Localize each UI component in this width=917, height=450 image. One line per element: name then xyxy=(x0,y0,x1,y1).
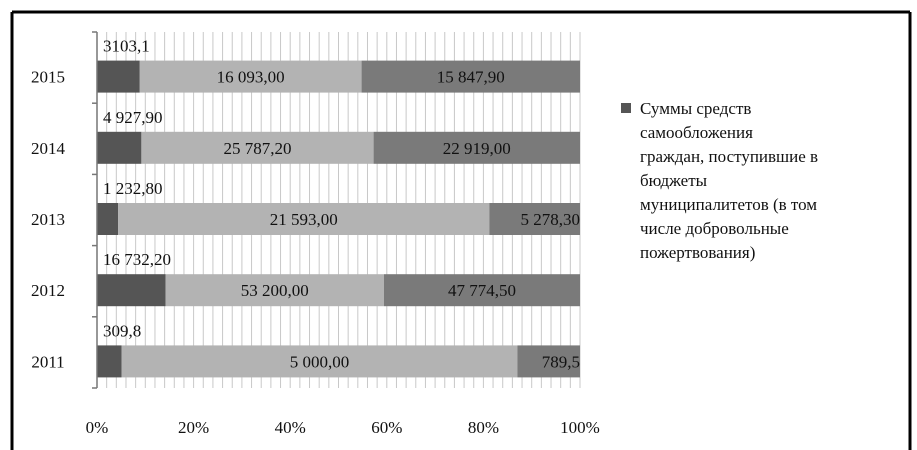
data-label: 4 927,90 xyxy=(103,108,163,127)
data-label: 22 919,00 xyxy=(443,139,511,158)
data-label: 15 847,90 xyxy=(437,68,505,87)
y-tick-label: 2013 xyxy=(31,210,65,229)
legend-entry-text: муниципалитетов (в том xyxy=(640,195,817,214)
data-label: 25 787,20 xyxy=(223,139,291,158)
bar-segment xyxy=(517,345,580,378)
legend-entry-text: бюджеты xyxy=(640,171,708,190)
x-tick-label: 40% xyxy=(275,418,306,437)
bar-segment xyxy=(121,345,518,378)
data-label: 3103,1 xyxy=(103,37,150,56)
bar-segment xyxy=(361,60,580,93)
legend-entry-text: числе добровольные xyxy=(640,219,789,238)
x-tick-label: 60% xyxy=(371,418,402,437)
legend-entry-text: граждан, поступившие в xyxy=(640,147,818,166)
bar-segment xyxy=(97,274,166,307)
bar-segment xyxy=(118,203,490,235)
data-label: 16 732,20 xyxy=(103,250,171,269)
x-tick-label: 0% xyxy=(86,418,109,437)
bar-segment xyxy=(383,274,580,307)
data-label: 47 774,50 xyxy=(448,281,516,300)
y-tick-label: 2014 xyxy=(31,139,66,158)
bar-segment xyxy=(97,203,119,235)
legend-entry-text: самообложения xyxy=(640,123,753,142)
legend: Суммы средств самообложения граждан, посту… xyxy=(621,99,818,262)
axes-layer: 0% 20% 40% 60% 80% 100% xyxy=(86,31,600,437)
bar-segment xyxy=(97,131,142,164)
y-tick-label: 2012 xyxy=(31,281,65,300)
bars-layer xyxy=(97,60,580,378)
bar-segment xyxy=(97,345,122,378)
bar-segment xyxy=(141,131,374,164)
bar-segment xyxy=(165,274,384,307)
y-tick-label: 2015 xyxy=(31,68,65,87)
bar-segment xyxy=(139,60,362,93)
legend-entry-text: пожертвования) xyxy=(640,243,755,262)
legend-entry-text: Суммы средств xyxy=(640,99,751,118)
x-tick-label: 100% xyxy=(560,418,600,437)
x-tick-label: 20% xyxy=(178,418,209,437)
data-label: 53 200,00 xyxy=(241,281,309,300)
bar-segment xyxy=(97,60,140,93)
data-label: 5 000,00 xyxy=(290,352,350,371)
legend-marker xyxy=(621,103,631,113)
y-tick-label: 2011 xyxy=(31,352,64,371)
data-label: 1 232,80 xyxy=(103,179,163,198)
data-label: 5 278,30 xyxy=(521,210,581,229)
x-tick-label: 80% xyxy=(468,418,499,437)
data-label: 21 593,00 xyxy=(270,210,338,229)
data-label: 16 093,00 xyxy=(217,68,285,87)
data-label: 789,5 xyxy=(542,352,580,371)
bar-segment xyxy=(373,131,580,164)
bar-segment xyxy=(489,203,580,235)
labels-layer: 2015 3103,1 16 093,00 15 847,90 2014 4 927,90… xyxy=(31,37,580,372)
data-label: 309,8 xyxy=(103,321,141,340)
